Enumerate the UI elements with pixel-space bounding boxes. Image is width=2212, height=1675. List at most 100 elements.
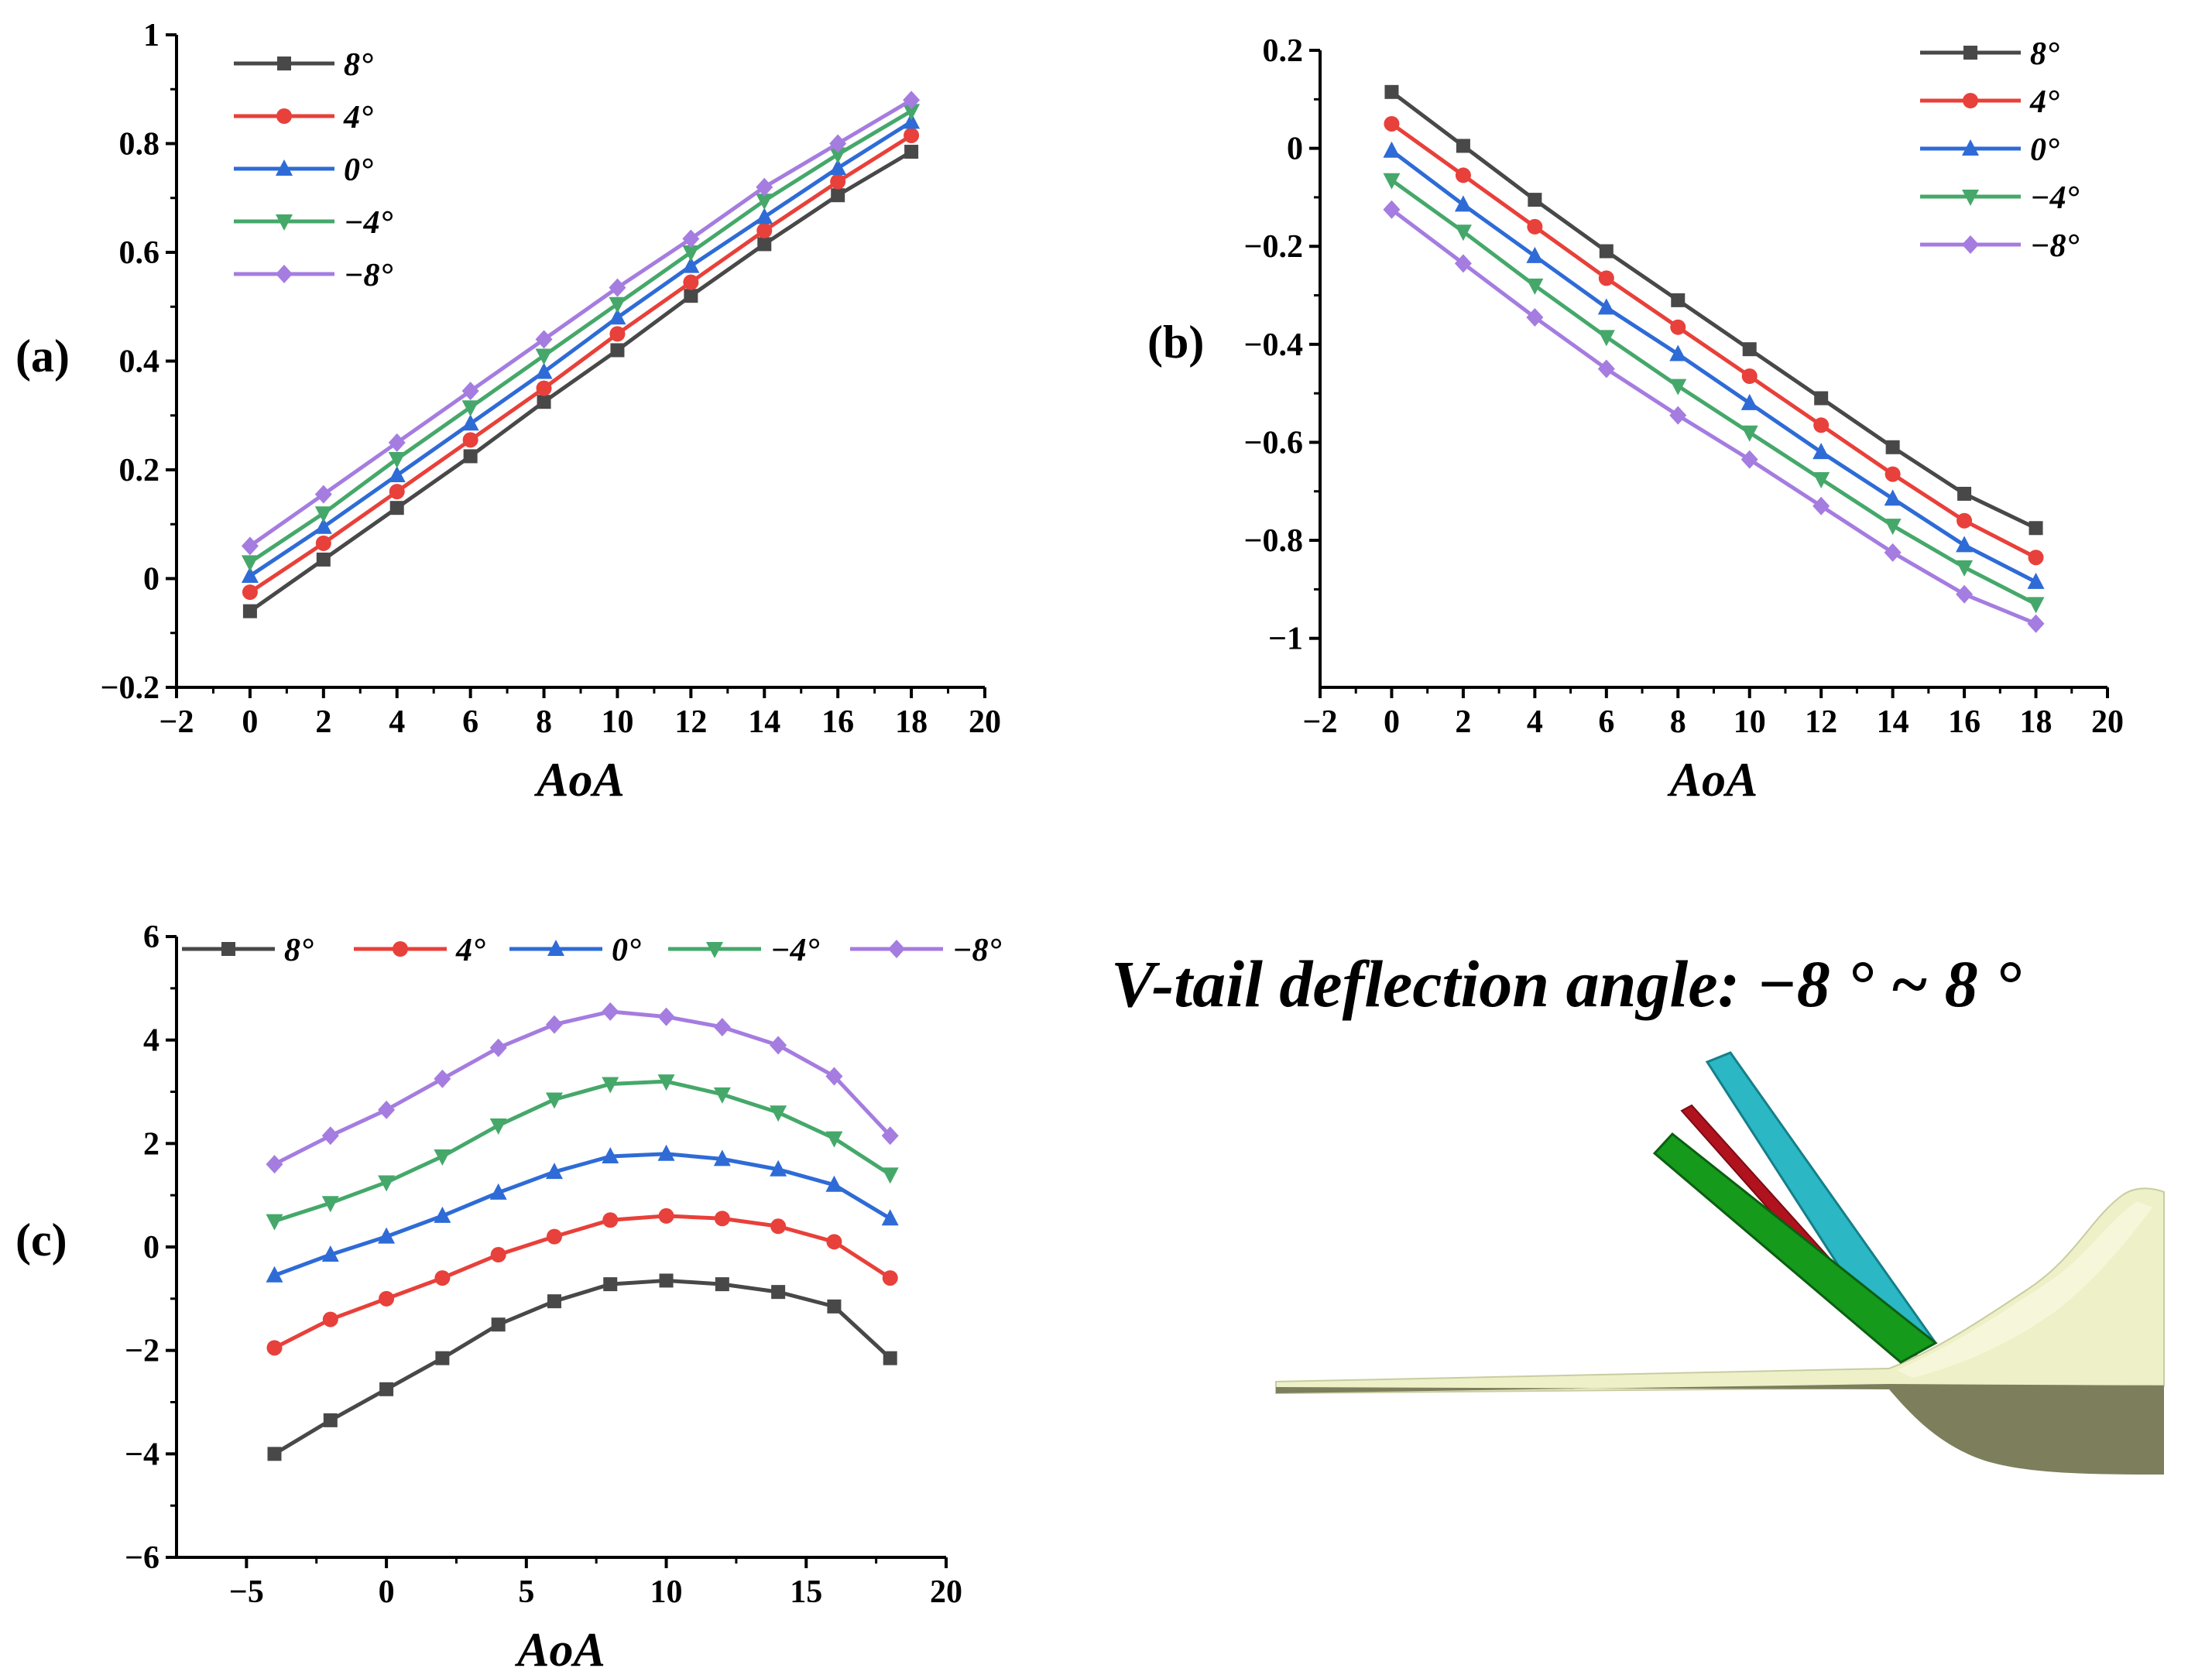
data-point — [1956, 560, 1974, 577]
y-tick-label: −1 — [1268, 622, 1303, 657]
data-point — [1669, 379, 1687, 396]
data-point — [388, 433, 406, 452]
legend-item: 0° — [234, 152, 373, 188]
legend: 8° 4° 0° −4° −8° — [234, 47, 393, 293]
legend-marker — [888, 940, 905, 958]
x-tick-label: 20 — [2091, 704, 2124, 740]
data-point — [881, 1126, 899, 1146]
x-tick-label: −5 — [229, 1574, 264, 1610]
data-point — [609, 296, 626, 313]
data-point — [602, 1077, 619, 1094]
data-point — [682, 256, 700, 273]
data-point — [463, 449, 478, 464]
x-tick-label: 6 — [462, 704, 478, 740]
data-point — [490, 1247, 506, 1263]
series-line — [1390, 178, 2037, 606]
data-point — [770, 1159, 787, 1177]
x-axis-label: AoA — [533, 754, 625, 807]
series-line — [273, 1214, 892, 1350]
data-point — [882, 1270, 898, 1286]
y-tick-label: 0.2 — [119, 453, 160, 488]
legend-marker — [1963, 93, 1978, 108]
x-tick-label: 0 — [379, 1574, 395, 1610]
data-point — [1526, 246, 1544, 263]
data-point — [682, 229, 700, 248]
data-point — [903, 104, 921, 121]
data-point — [756, 207, 773, 224]
data-point — [1670, 319, 1686, 335]
data-point — [545, 1163, 563, 1180]
data-point — [2027, 597, 2045, 614]
data-point — [756, 222, 773, 238]
data-point — [756, 194, 773, 211]
series-2 — [266, 1207, 898, 1356]
x-tick-label: 2 — [315, 704, 331, 740]
data-point — [903, 112, 921, 129]
data-point — [903, 91, 921, 110]
series-2 — [1384, 115, 2044, 566]
y-tick-label: 0.2 — [1263, 33, 1304, 69]
legend-marker — [276, 214, 293, 231]
x-tick-label: −2 — [1303, 704, 1338, 740]
legend-marker — [277, 57, 291, 70]
data-point — [321, 1126, 339, 1146]
data-point — [315, 535, 331, 551]
data-point — [1669, 344, 1687, 361]
data-point — [2027, 572, 2045, 589]
data-point — [379, 1290, 395, 1307]
legend-marker — [1962, 190, 1979, 206]
data-point — [1597, 330, 1615, 347]
x-tick-label: 14 — [748, 704, 780, 740]
data-point — [321, 1245, 339, 1262]
data-point — [1740, 393, 1758, 410]
series-line — [1390, 122, 2037, 560]
data-point — [266, 1214, 283, 1231]
data-point — [535, 362, 553, 379]
series-5 — [241, 91, 921, 556]
data-point — [831, 188, 845, 203]
data-point — [825, 1067, 843, 1086]
y-tick-label: 0.6 — [119, 235, 160, 271]
data-point — [1741, 368, 1758, 384]
data-point — [1527, 218, 1543, 235]
data-point — [1885, 440, 1900, 454]
x-tick-label: 18 — [895, 704, 928, 740]
x-tick-label: 8 — [1670, 704, 1686, 740]
x-tick-label: 0 — [242, 704, 258, 740]
legend-label: 4° — [343, 100, 373, 135]
data-point — [827, 1299, 842, 1314]
data-point — [434, 1149, 451, 1166]
data-point — [1956, 584, 1974, 604]
x-tick-label: 15 — [790, 1574, 822, 1610]
x-tick-label: 4 — [1527, 704, 1543, 740]
data-point — [435, 1351, 450, 1365]
data-point — [1599, 244, 1614, 259]
fuselage-top — [1275, 1187, 2165, 1395]
data-point — [881, 1167, 899, 1184]
x-tick-label: 16 — [1948, 704, 1981, 740]
data-point — [1742, 342, 1757, 357]
legend-label: 8° — [284, 933, 314, 968]
data-point — [389, 484, 405, 500]
x-tick-label: 12 — [1805, 704, 1837, 740]
data-point — [314, 485, 332, 504]
series-3 — [266, 1144, 899, 1283]
y-tick-label: −6 — [125, 1540, 159, 1576]
data-point — [378, 1175, 396, 1192]
legend-marker — [276, 108, 292, 124]
legend-item: −4° — [668, 933, 819, 968]
data-point — [491, 1317, 506, 1332]
legend-item: −4° — [234, 205, 393, 241]
y-tick-label: −0.8 — [1244, 523, 1303, 559]
data-point — [2028, 550, 2044, 566]
data-point — [266, 1266, 283, 1283]
data-point — [1884, 543, 1902, 562]
legend-label: −8° — [952, 933, 1001, 968]
data-point — [714, 1211, 730, 1227]
series-line — [1390, 207, 2037, 626]
data-point — [1598, 270, 1614, 286]
series-5 — [266, 1002, 899, 1174]
data-point — [1526, 308, 1544, 327]
data-point — [314, 517, 332, 534]
